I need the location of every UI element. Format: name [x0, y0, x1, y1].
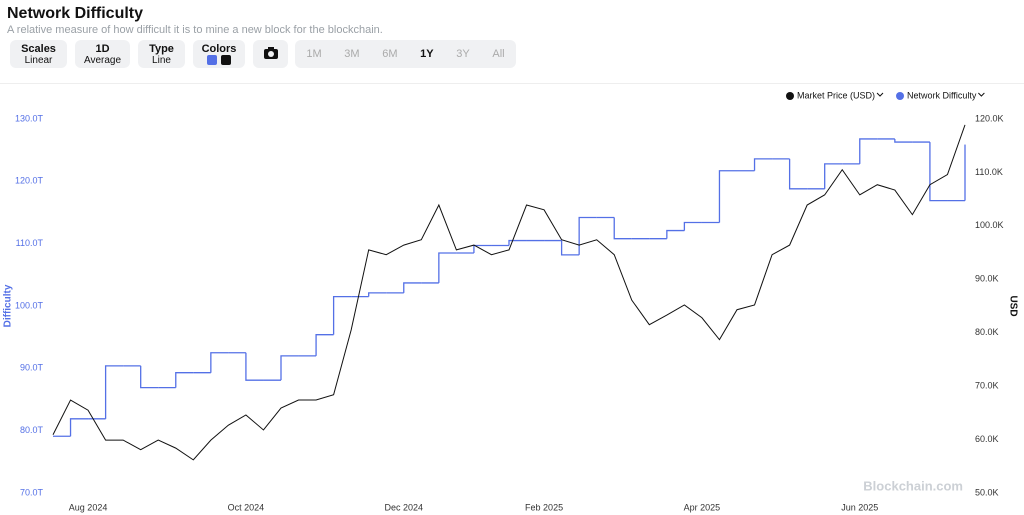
step-segment [175, 372, 194, 388]
x-tick-label: Aug 2024 [69, 502, 108, 512]
y-axis-title: Difficulty [3, 284, 14, 327]
subtitle: A relative measure of how difficult it i… [7, 24, 383, 36]
range-button[interactable]: 3Y [456, 48, 470, 60]
button-label: 1D [95, 43, 110, 55]
y-tick-label: 90.0T [20, 363, 44, 373]
step-segment [859, 138, 878, 164]
y2-axis-title: USD [1007, 295, 1018, 316]
step-segment [69, 418, 89, 437]
legend-item[interactable]: Network Difficulty [896, 90, 985, 100]
legend-marker [896, 92, 905, 100]
legend-marker [786, 92, 794, 100]
step-segment [104, 365, 124, 419]
color-swatch [221, 55, 231, 65]
y-tick-label: 130.0T [15, 113, 44, 123]
button-label: Scales [21, 43, 56, 55]
button-label: Colors [201, 43, 237, 55]
x-tick-label: Dec 2024 [385, 502, 424, 512]
range-button[interactable]: 1M [306, 48, 322, 60]
y2-tick-label: 50.0K [975, 487, 999, 497]
y-tick-label: 120.0T [15, 176, 44, 186]
interval-button[interactable]: 1D Average [75, 40, 130, 68]
swatches [205, 55, 233, 68]
step-segment [894, 138, 913, 143]
y-tick-label: 110.0T [16, 238, 44, 248]
title: Network Difficulty [7, 5, 144, 22]
step-segment [280, 355, 299, 381]
colors-button[interactable]: Colors [193, 40, 245, 68]
camera-button[interactable] [253, 40, 288, 68]
legend-label: Network Difficulty [907, 90, 977, 100]
step-segment [929, 142, 948, 202]
button-value: Line [152, 55, 171, 66]
step-segment [560, 240, 580, 256]
button-value: Linear [24, 55, 53, 66]
step-segment [332, 296, 352, 335]
range-button[interactable]: 3M [344, 48, 360, 60]
range-button[interactable]: 6M [382, 48, 398, 60]
step-segment [824, 163, 843, 189]
range-button[interactable]: All [492, 48, 505, 60]
step-segment [613, 217, 632, 240]
step-segment [753, 158, 773, 171]
legend-item[interactable]: Market Price (USD) [786, 90, 884, 100]
x-tick-label: Feb 2025 [525, 502, 563, 512]
x-tick-label: Apr 2025 [684, 502, 721, 512]
y2-tick-label: 70.0K [975, 381, 999, 391]
step-segment [788, 158, 808, 190]
x-tick-label: Jun 2025 [841, 502, 878, 512]
watermark: Blockchain.com [863, 478, 963, 493]
button-label: Type [149, 43, 174, 55]
step-segment [578, 216, 597, 255]
step-segment [666, 229, 685, 239]
y-tick-label: 80.0T [20, 425, 44, 435]
step-segment [683, 221, 702, 231]
range-selector: 1M 3M 6M 1Y 3Y All [295, 40, 516, 68]
step-segment [403, 282, 422, 293]
color-swatch [207, 55, 217, 65]
step-segment [718, 170, 737, 223]
y-tick-label: 100.0T [15, 300, 44, 310]
button-value: Average [83, 55, 122, 66]
legend-chevron [876, 92, 884, 97]
type-button[interactable]: Type Line [138, 40, 185, 68]
step-segment [315, 334, 334, 356]
step-segment [210, 352, 229, 373]
step-segment [140, 365, 159, 389]
y2-tick-label: 60.0K [975, 434, 999, 444]
y2-tick-label: 80.0K [975, 327, 999, 337]
range-button[interactable]: 1Y [420, 48, 434, 60]
legend-label: Market Price (USD) [797, 90, 875, 100]
legend-chevron [978, 92, 985, 97]
scales-button[interactable]: Scales Linear [10, 40, 67, 68]
x-tick-label: Oct 2024 [228, 502, 265, 512]
separator [0, 83, 1024, 84]
step-segment [508, 239, 527, 246]
y2-tick-label: 90.0K [975, 274, 999, 284]
y2-tick-label: 100.0K [975, 220, 1004, 230]
camera-icon [264, 47, 278, 59]
y2-tick-label: 110.0K [975, 167, 1003, 177]
y2-tick-label: 120.0K [975, 113, 1004, 123]
step-segment [368, 292, 387, 297]
step-segment [438, 252, 457, 283]
price-line [52, 124, 966, 461]
step-segment [245, 352, 264, 381]
y-tick-label: 70.0T [20, 487, 44, 497]
